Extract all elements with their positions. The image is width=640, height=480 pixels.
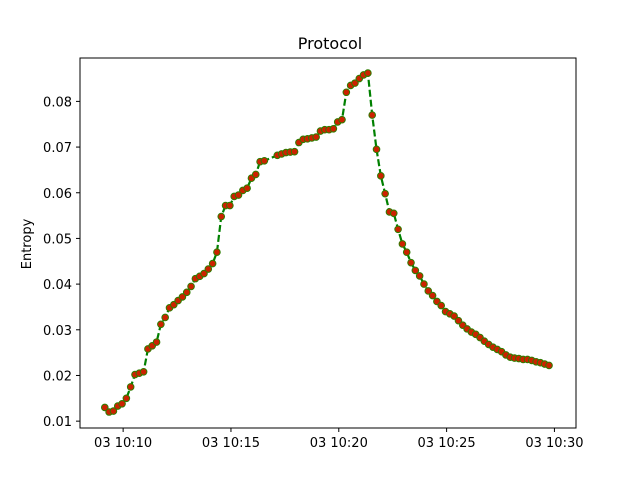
data-point [398, 240, 407, 248]
data-point [394, 225, 402, 234]
data-point [364, 69, 372, 77]
data-point [545, 361, 553, 370]
data-point [204, 265, 213, 273]
data-point [415, 272, 424, 280]
data-point [290, 147, 299, 156]
data-point [251, 170, 260, 179]
data-point [428, 291, 437, 300]
y-tick-label: 0.01 [43, 415, 72, 430]
data-point [208, 259, 217, 268]
y-tick-label: 0.08 [43, 95, 72, 110]
data-point [411, 266, 420, 275]
x-tick-label: 03 10:25 [418, 436, 476, 451]
data-point [312, 133, 320, 141]
data-point [402, 248, 411, 256]
data-point [260, 156, 269, 165]
data-point [454, 316, 463, 325]
data-point [226, 201, 234, 210]
data-point [342, 88, 351, 97]
series-markers [101, 69, 553, 416]
x-tick-label: 03 10:15 [202, 436, 260, 451]
data-point [157, 320, 165, 329]
data-point [122, 394, 131, 403]
data-point [243, 184, 251, 192]
y-tick-label: 0.04 [43, 278, 72, 293]
y-tick-label: 0.03 [43, 324, 72, 339]
x-axis: 03 10:10 03 10:15 03 10:20 03 10:25 03 10:30 [94, 428, 584, 451]
chart-title: Protocol [298, 34, 362, 53]
data-point [152, 338, 161, 346]
data-point [200, 269, 208, 278]
data-point [424, 287, 433, 295]
data-point [182, 288, 191, 297]
x-tick-label: 03 10:10 [94, 436, 152, 451]
data-point [213, 248, 221, 256]
data-point [161, 313, 169, 322]
data-point [187, 282, 195, 291]
data-point [118, 399, 126, 408]
data-point [420, 280, 428, 288]
data-point [217, 212, 226, 221]
plot-frame [79, 57, 577, 429]
plot-area [79, 57, 577, 429]
data-point [109, 407, 118, 415]
data-point [407, 258, 415, 267]
data-point [437, 301, 446, 310]
data-point [101, 403, 109, 412]
y-axis: 0.01 0.02 0.03 0.04 0.05 0.06 0.07 0.08 [43, 95, 80, 430]
data-point [377, 172, 385, 180]
y-tick-label: 0.06 [43, 187, 72, 202]
data-point [178, 293, 187, 301]
data-point [381, 189, 389, 198]
data-point [351, 79, 359, 87]
x-tick-label: 03 10:30 [525, 436, 583, 451]
data-point [338, 115, 346, 124]
data-point [389, 209, 398, 218]
y-axis-label: Entropy [20, 218, 35, 269]
x-tick-label: 03 10:20 [310, 436, 368, 451]
data-point [372, 145, 381, 154]
data-point [126, 383, 135, 391]
data-point [329, 125, 338, 133]
y-tick-label: 0.07 [43, 141, 72, 156]
data-point [234, 191, 243, 199]
y-tick-label: 0.02 [43, 369, 72, 384]
y-tick-label: 0.05 [43, 232, 72, 247]
data-point [450, 312, 458, 320]
data-point [368, 111, 377, 119]
data-point [139, 368, 148, 376]
